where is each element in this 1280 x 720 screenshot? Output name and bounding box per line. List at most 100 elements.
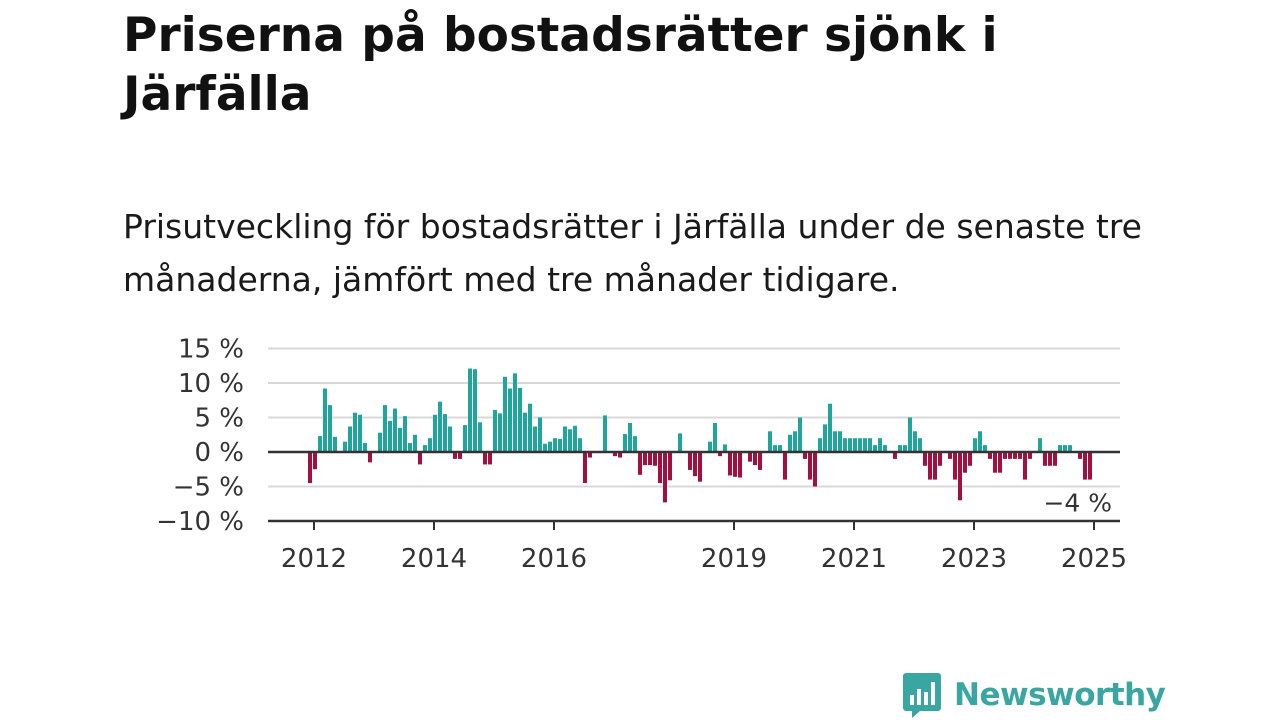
bar <box>963 452 967 473</box>
x-tick-label: 2023 <box>941 544 1007 574</box>
bar <box>503 376 507 452</box>
bar-chart: 15 % 10 % 5 % 0 % −5 % −10 % 2012 2014 2016 2019 2… <box>156 335 1127 575</box>
bar <box>308 452 312 484</box>
bar <box>988 452 992 459</box>
bar <box>1028 452 1032 459</box>
bar <box>758 452 762 470</box>
page-title: Priserna på bostadsrätter sjönk i Järfäl… <box>123 8 998 122</box>
bar <box>658 452 662 484</box>
bar <box>633 436 637 452</box>
bar <box>913 431 917 452</box>
bar <box>998 452 1002 473</box>
bar <box>498 413 502 452</box>
bar <box>368 452 372 463</box>
bar <box>958 452 962 501</box>
bar <box>788 434 792 452</box>
y-tick-label: 15 % <box>178 335 244 365</box>
bar <box>1088 452 1092 480</box>
bar <box>933 452 937 480</box>
bar <box>513 373 517 452</box>
bar <box>523 412 527 452</box>
bar <box>723 444 727 452</box>
bar <box>1018 452 1022 459</box>
bar <box>808 452 812 480</box>
y-tick-label: −5 % <box>173 473 244 503</box>
bar <box>823 424 827 452</box>
bar <box>378 432 382 452</box>
bar <box>853 438 857 452</box>
bar <box>718 452 722 457</box>
newsworthy-chart-bubble-icon <box>903 673 941 718</box>
bar <box>333 436 337 452</box>
bar <box>893 452 897 459</box>
bar <box>418 452 422 465</box>
bar <box>693 452 697 477</box>
bar <box>508 388 512 452</box>
bar <box>783 452 787 480</box>
bar <box>573 425 577 452</box>
bar <box>923 452 927 466</box>
bar <box>883 445 887 452</box>
bar <box>973 438 977 452</box>
bar <box>1023 452 1027 480</box>
bar <box>408 443 412 452</box>
x-tick-label: 2025 <box>1061 544 1127 574</box>
bar <box>768 431 772 452</box>
bar <box>363 443 367 452</box>
bar <box>533 426 537 452</box>
bar <box>383 405 387 452</box>
bar <box>578 438 582 452</box>
bar <box>838 431 842 452</box>
bar <box>1053 452 1057 466</box>
bar <box>773 445 777 452</box>
bar <box>318 436 322 452</box>
bar <box>803 452 807 459</box>
bar <box>698 452 702 482</box>
bar <box>1078 452 1082 459</box>
bar <box>388 420 392 452</box>
bar <box>813 452 817 487</box>
bar <box>818 438 822 452</box>
bar <box>448 426 452 452</box>
bar <box>323 388 327 452</box>
bar <box>468 368 472 452</box>
bar <box>918 438 922 452</box>
bar <box>688 452 692 470</box>
bar <box>443 414 447 452</box>
bar <box>1068 445 1072 452</box>
bar <box>878 438 882 452</box>
x-tick-label: 2012 <box>281 544 347 574</box>
bar <box>908 417 912 452</box>
bar <box>568 429 572 452</box>
bar <box>553 438 557 452</box>
bar <box>393 408 397 452</box>
bar <box>403 416 407 452</box>
y-tick-label: 5 % <box>194 404 244 434</box>
bar <box>1043 452 1047 466</box>
bar <box>558 438 562 452</box>
bar <box>458 452 462 459</box>
bar <box>843 438 847 452</box>
bar <box>1058 445 1062 452</box>
bar <box>453 452 457 459</box>
bar <box>863 438 867 452</box>
bar <box>643 452 647 466</box>
bar <box>328 405 332 452</box>
bar <box>728 452 732 476</box>
axes <box>268 450 1120 530</box>
bar <box>398 427 402 452</box>
x-tick-label: 2016 <box>521 544 587 574</box>
bar <box>948 452 952 459</box>
bar <box>733 452 737 477</box>
bar <box>663 452 667 503</box>
bar <box>478 422 482 452</box>
logo-text: Newsworthy <box>954 677 1166 713</box>
bar <box>463 425 467 452</box>
bar <box>543 443 547 452</box>
x-tick-label: 2019 <box>701 544 767 574</box>
bar <box>353 412 357 452</box>
bar <box>483 452 487 465</box>
bar <box>648 452 652 466</box>
bar <box>848 438 852 452</box>
bar <box>623 434 627 452</box>
